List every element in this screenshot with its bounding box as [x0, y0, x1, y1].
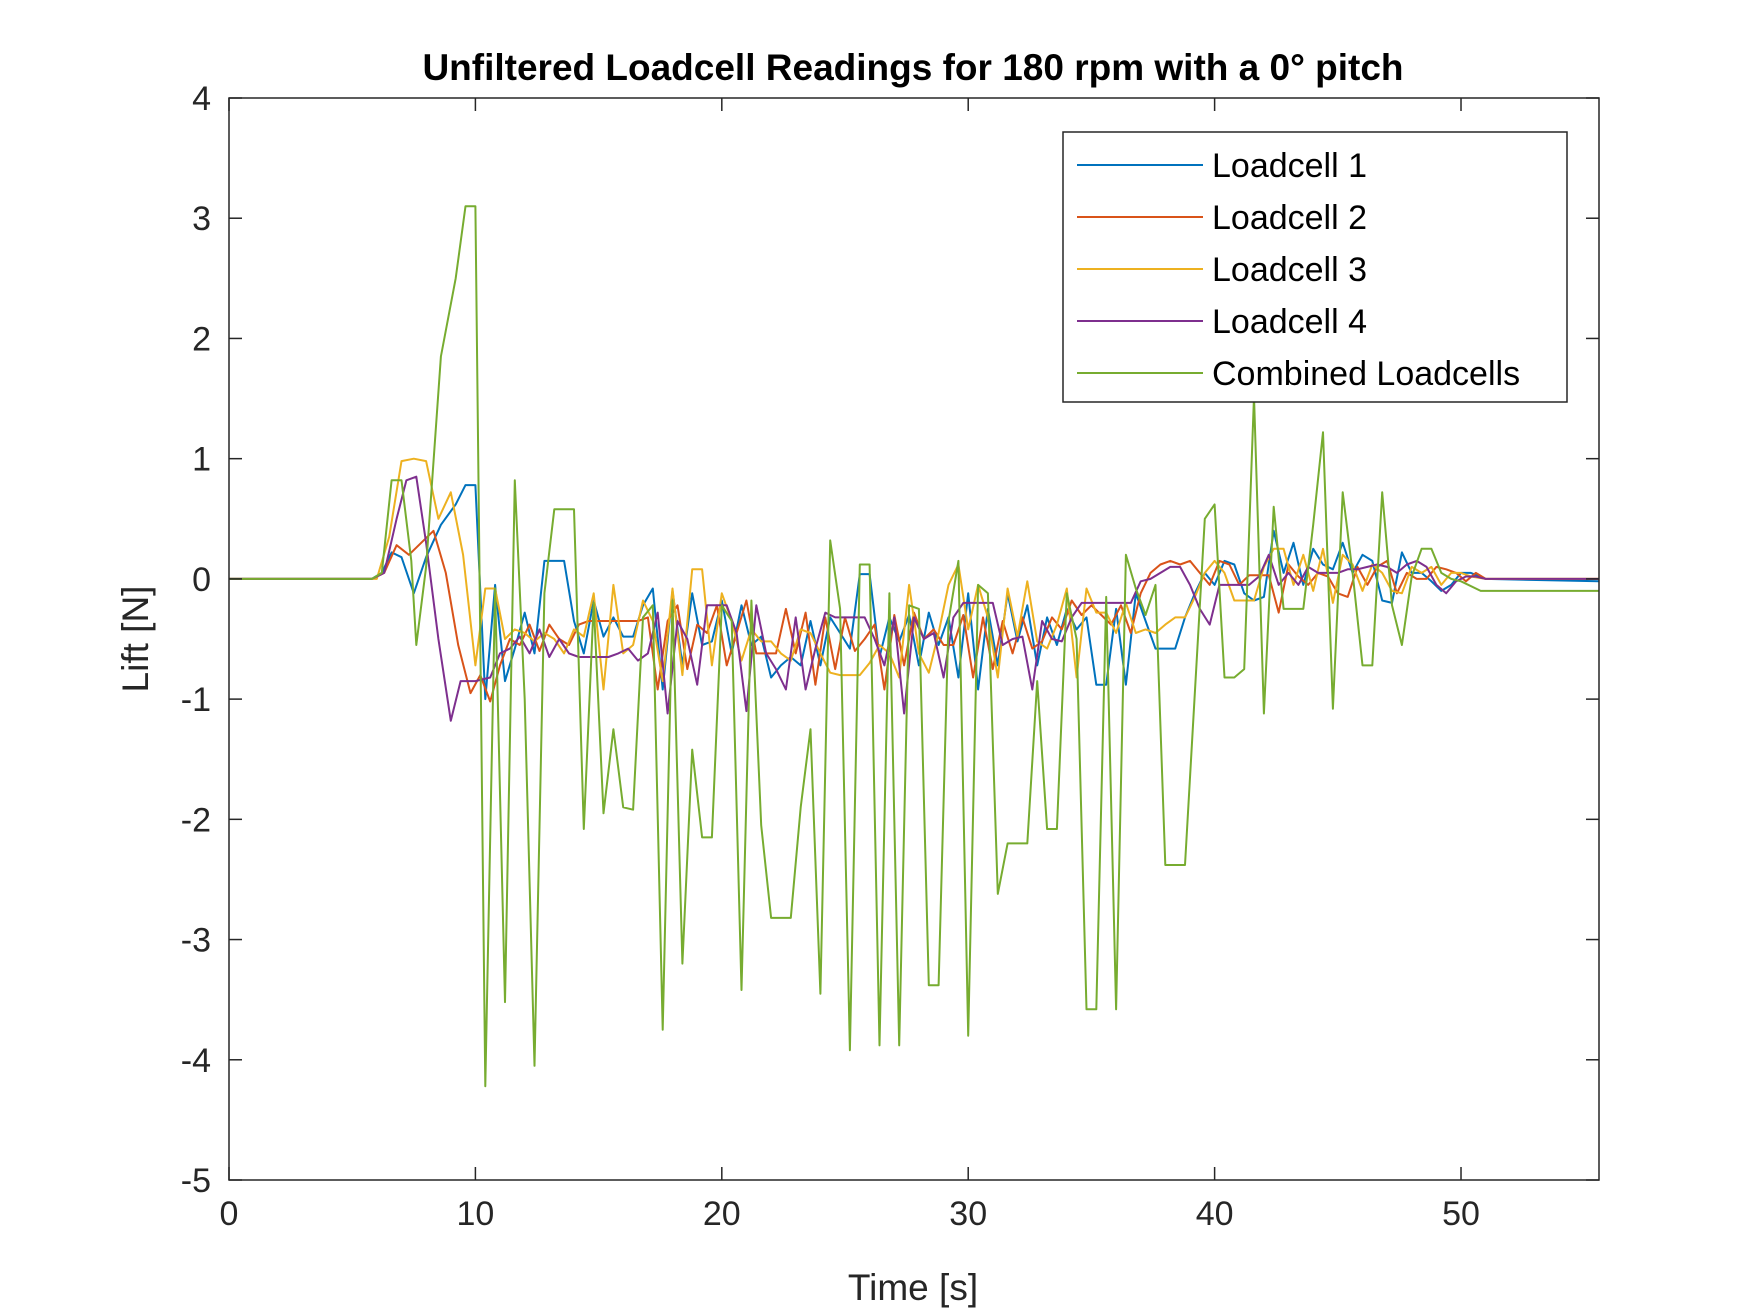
- legend-label-4: Loadcell 4: [1212, 303, 1367, 341]
- legend-box: [1062, 131, 1568, 403]
- series-line-3: [229, 457, 1599, 691]
- axis-ticks: 0 10 20 30 40 50 -5 -4 -3 -2 -1 0 1 2 3 4: [181, 80, 1599, 1233]
- chart-title: Unfiltered Loadcell Readings for 180 rpm…: [422, 47, 1403, 88]
- x-tick-label: 0: [220, 1195, 239, 1233]
- x-tick-label: 40: [1196, 1195, 1234, 1233]
- legend: Loadcell 1 Loadcell 2 Loadcell 3 Loadcell 4…: [1062, 131, 1568, 403]
- y-tick-label: 1: [192, 441, 211, 479]
- x-tick-label: 30: [949, 1195, 987, 1233]
- series-layer: [229, 205, 1600, 1088]
- legend-label-2: Loadcell 2: [1212, 199, 1367, 237]
- legend-label-1: Loadcell 1: [1212, 147, 1367, 185]
- x-axis-label: Time [s]: [848, 1267, 978, 1308]
- y-tick-label: -3: [181, 922, 211, 960]
- y-tick-label: 3: [192, 200, 211, 238]
- y-tick-label: -4: [181, 1042, 211, 1080]
- y-tick-label: -5: [181, 1162, 211, 1200]
- x-tick-label: 50: [1442, 1195, 1480, 1233]
- x-tick-label: 20: [703, 1195, 741, 1233]
- y-tick-label: 0: [192, 561, 211, 599]
- legend-label-5: Combined Loadcells: [1212, 355, 1520, 393]
- y-tick-label: 2: [192, 320, 211, 358]
- plot-frame: [228, 97, 1600, 1181]
- x-tick-label: 10: [456, 1195, 494, 1233]
- series-line-5: [229, 205, 1599, 1088]
- y-tick-label: 4: [192, 80, 211, 118]
- y-axis-label: Lift [N]: [115, 586, 156, 693]
- series-line-4: [229, 475, 1599, 722]
- legend-label-3: Loadcell 3: [1212, 251, 1367, 289]
- y-tick-label: -2: [181, 801, 211, 839]
- y-tick-label: -1: [181, 681, 211, 719]
